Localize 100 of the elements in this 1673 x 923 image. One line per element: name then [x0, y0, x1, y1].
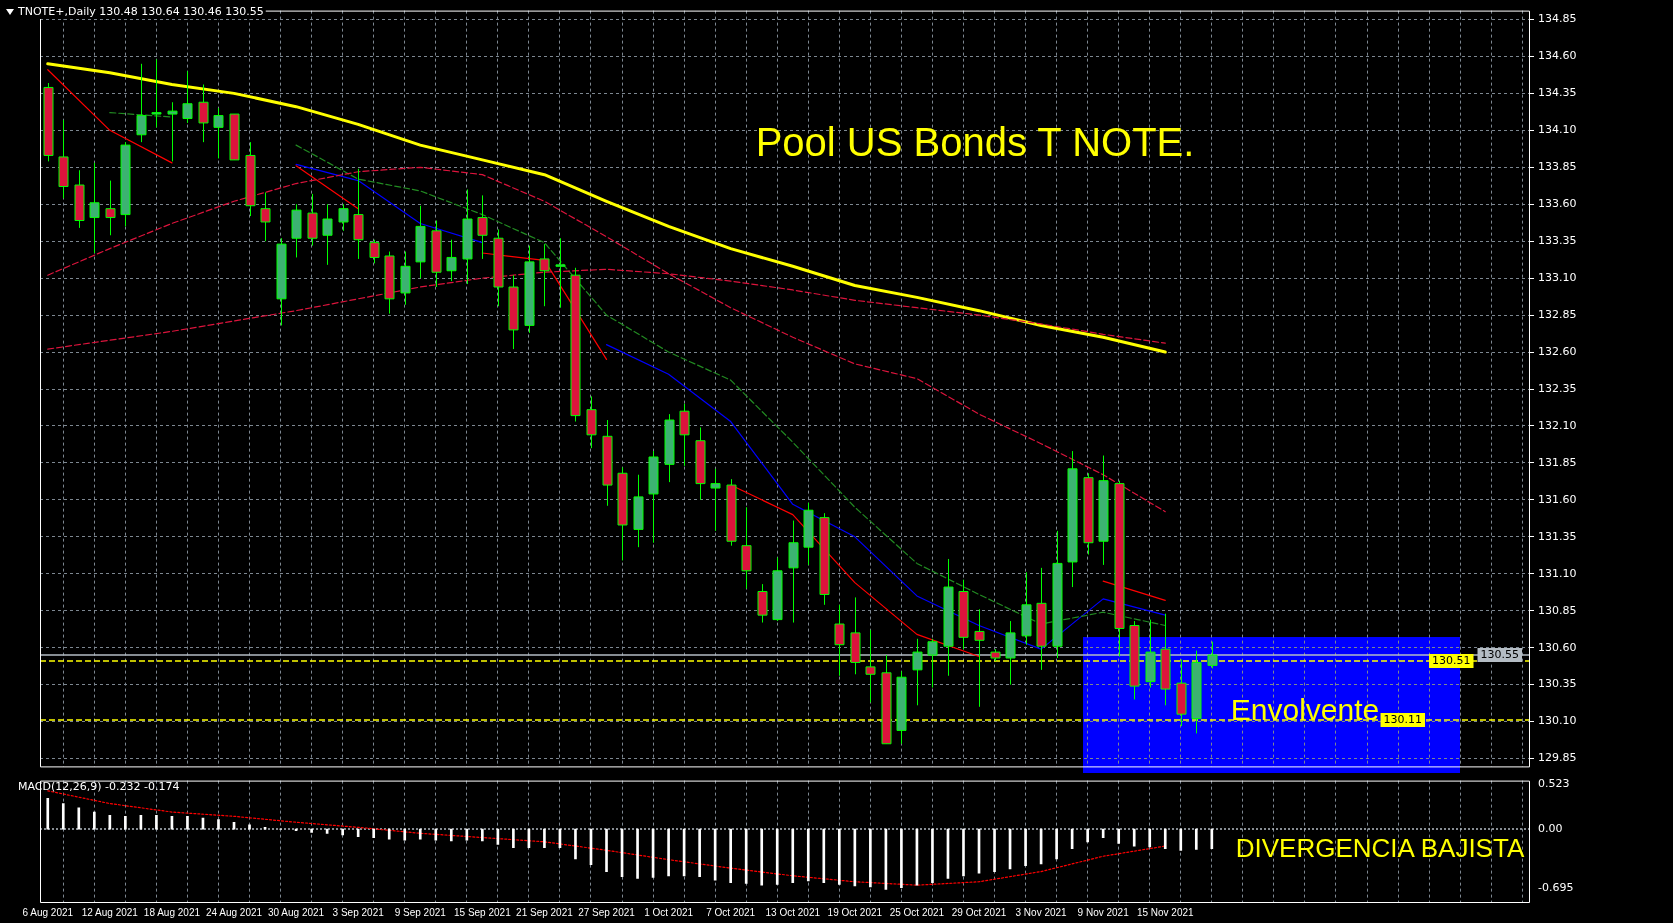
y-tick-label: 130.60: [1538, 640, 1577, 654]
y-tick-label: 131.60: [1538, 492, 1577, 506]
bar: [387, 828, 391, 840]
bar: [993, 828, 996, 872]
x-tick-label: 9 Nov 2021: [1077, 906, 1130, 918]
y-tick-label: 130.85: [1538, 603, 1577, 617]
x-tick-label: 13 Oct 2021: [765, 906, 821, 918]
annotation: DIVERGENCIA BAJISTA: [1235, 833, 1525, 864]
bar: [1148, 828, 1152, 848]
y-tick-label: 132.10: [1538, 418, 1577, 432]
bar: [574, 828, 577, 860]
x-tick-label: 18 Aug 2021: [143, 906, 201, 918]
bar: [124, 815, 127, 830]
bar: [248, 824, 251, 830]
bar: [822, 828, 826, 883]
bar: [605, 828, 608, 872]
y-tick-label: 0.00: [1538, 821, 1563, 835]
bar: [61, 803, 65, 830]
y-tick-label: 134.35: [1538, 86, 1577, 100]
bar: [900, 828, 903, 889]
x-tick-label: 7 Oct 2021: [706, 906, 756, 918]
y-tick-label: 129.85: [1538, 751, 1577, 765]
bar: [217, 819, 220, 830]
bar: [1194, 828, 1198, 850]
bar: [667, 828, 670, 877]
annotation: Pool US Bonds T NOTE.: [755, 120, 1195, 165]
bar: [1179, 828, 1183, 851]
bar: [931, 828, 934, 883]
bar: [310, 828, 313, 833]
bar: [465, 828, 469, 841]
bar: [775, 828, 779, 885]
y-tick-label: 132.60: [1538, 344, 1577, 358]
x-tick-label: 12 Aug 2021: [81, 906, 139, 918]
bar: [791, 828, 795, 883]
chart-title: TNOTE+,Daily 130.48 130.64 130.46 130.55: [17, 4, 264, 18]
bar: [1086, 828, 1089, 843]
bar: [837, 828, 841, 885]
y-tick-label: 133.60: [1538, 197, 1577, 211]
bar: [155, 815, 158, 830]
x-tick-label: 15 Sep 2021: [453, 906, 512, 918]
bar: [1055, 828, 1058, 860]
bar: [729, 828, 733, 883]
bar: [372, 828, 376, 838]
y-tick-label: 133.10: [1538, 271, 1577, 284]
bar: [512, 828, 515, 849]
x-tick-label: 21 Sep 2021: [516, 906, 574, 918]
bar: [92, 811, 96, 830]
y-tick-label: 131.10: [1538, 566, 1577, 580]
bar: [744, 828, 748, 884]
bar: [356, 828, 360, 838]
y-tick-label: 131.85: [1538, 455, 1577, 469]
bar: [341, 828, 344, 836]
bar: [1210, 828, 1214, 849]
y-tick-label: 132.35: [1538, 381, 1577, 395]
bar: [77, 807, 81, 830]
x-tick-label: 3 Nov 2021: [1015, 906, 1068, 918]
annotation: Envolvente: [1230, 693, 1380, 727]
bar: [962, 828, 965, 877]
line-series: [47, 790, 1166, 886]
bar: [760, 828, 764, 886]
bar: [1163, 828, 1167, 849]
bar: [1024, 828, 1027, 866]
x-tick-label: 9 Sep 2021: [394, 906, 447, 918]
y-tick-label: -0.695: [1538, 880, 1574, 894]
bar: [543, 828, 546, 849]
y-tick-label: 134.85: [1538, 12, 1577, 26]
bar: [1132, 828, 1136, 847]
bar: [1101, 828, 1105, 838]
x-tick-label: 1 Oct 2021: [644, 906, 694, 918]
bar: [636, 828, 639, 879]
y-tick-label: 0.523: [1538, 777, 1570, 791]
bar: [1117, 828, 1121, 844]
y-tick-label: 132.85: [1538, 307, 1577, 321]
y-tick-label: 130.35: [1538, 677, 1577, 691]
y-tick-label: 134.60: [1538, 49, 1577, 63]
bar: [418, 828, 422, 840]
x-tick-label: 19 Oct 2021: [827, 906, 883, 918]
y-tick-label: 133.35: [1538, 234, 1577, 248]
bar: [403, 828, 407, 841]
x-tick-label: 25 Oct 2021: [889, 906, 945, 918]
x-tick-label: 30 Aug 2021: [268, 906, 325, 918]
x-tick-label: 15 Nov 2021: [1136, 906, 1195, 918]
y-tick-label: 130.10: [1538, 714, 1577, 728]
y-tick-label: 134.10: [1538, 123, 1577, 137]
y-tick-label: 133.85: [1538, 160, 1577, 174]
ref-line-label: 130.55: [1480, 647, 1520, 661]
x-tick-label: 27 Sep 2021: [578, 906, 636, 918]
x-tick-label: 24 Aug 2021: [205, 906, 263, 918]
bar: [481, 828, 484, 842]
bar: [806, 828, 810, 882]
bar: [186, 815, 189, 830]
bar: [698, 828, 701, 877]
bar: [434, 828, 438, 841]
ref-line-label: 130.11: [1383, 712, 1423, 726]
y-tick-label: 131.35: [1538, 529, 1577, 543]
bar: [869, 828, 872, 888]
x-tick-label: 3 Sep 2021: [332, 906, 385, 918]
ref-line-label: 130.51: [1432, 653, 1471, 667]
x-tick-label: 6 Aug 2021: [22, 906, 74, 918]
bar: [449, 828, 453, 842]
